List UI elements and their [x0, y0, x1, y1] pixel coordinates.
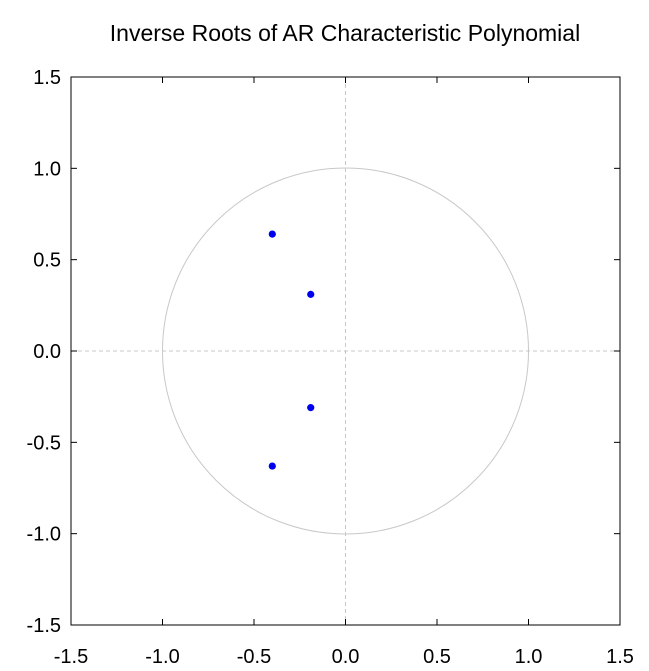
root-point [268, 230, 276, 238]
x-tick-label: 0.5 [423, 646, 451, 668]
x-tick-label: 0.0 [332, 646, 360, 668]
y-tick-label: 1.0 [33, 158, 61, 180]
chart-title: Inverse Roots of AR Characteristic Polyn… [110, 20, 580, 46]
root-point [307, 290, 315, 298]
y-tick-label: 1.5 [33, 67, 61, 89]
x-tick-label: -1.5 [54, 646, 88, 668]
root-point [268, 462, 276, 470]
x-tick-label: 1.0 [515, 646, 543, 668]
y-tick-label: 0.5 [33, 250, 61, 272]
plot-area: -1.5 -1.5 -1.0 -1.0 -0.5 -0.5 0.0 0.0 0.5 0.5 1.0 1… [27, 67, 634, 668]
root-point [307, 404, 315, 412]
x-tick-label: -0.5 [237, 646, 271, 668]
unit-circle [162, 167, 529, 535]
x-tick-label: 1.5 [606, 646, 634, 668]
x-tick-label: -1.0 [145, 646, 179, 668]
y-tick-label: 0.0 [33, 341, 61, 363]
y-tick-label: -1.0 [27, 524, 61, 546]
y-tick-label: -0.5 [27, 432, 61, 454]
y-tick-label: -1.5 [27, 615, 61, 637]
